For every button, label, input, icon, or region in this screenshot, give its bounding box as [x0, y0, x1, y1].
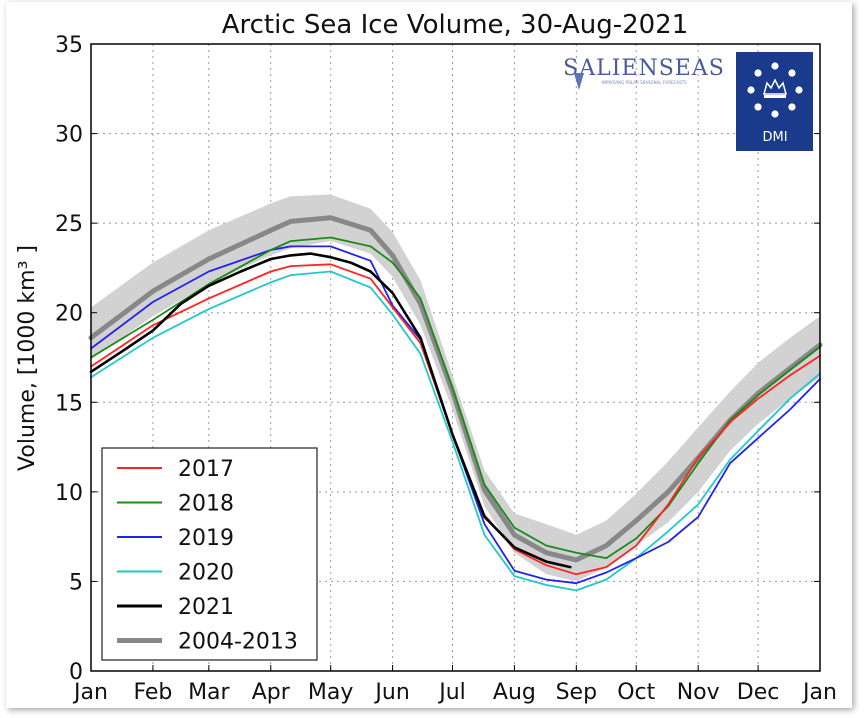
x-tick-label-12: Jan	[801, 680, 837, 705]
plot-area-border	[90, 43, 821, 672]
legend-label-2017: 2017	[178, 457, 234, 482]
salienseas-tagline: IMPROVING POLAR SEASONAL FORECASTS	[601, 80, 687, 85]
range-band-2004-2013	[91, 194, 820, 582]
legend-items: 2017 2018 2019 2020 2021 2004-2013	[117, 457, 298, 655]
y-tick-label-4: 20	[55, 302, 83, 327]
band-layer	[91, 194, 820, 582]
dmi-star-0	[771, 62, 779, 70]
grid	[91, 44, 820, 671]
x-tick-label-2: Mar	[188, 680, 230, 705]
x-tick-label-1: Feb	[133, 680, 172, 705]
crown-icon	[763, 78, 787, 95]
y-tick-label-7: 35	[55, 33, 83, 58]
x-tick-label-10: Nov	[677, 680, 720, 705]
dmi-star-4	[771, 110, 779, 118]
series-line-2018	[90, 236, 821, 559]
x-tick-label-7: Aug	[493, 680, 536, 705]
dmi-stars	[747, 62, 803, 118]
salienseas-drop-icon	[574, 73, 584, 90]
dmi-star-3	[788, 103, 796, 111]
x-tick-label-11: Dec	[737, 680, 780, 705]
x-tick-label-9: Oct	[617, 680, 655, 705]
y-axis-ticks: 0 5 10 15 20 25 30 35	[55, 33, 820, 685]
y-tick-label-6: 30	[55, 123, 83, 148]
y-tick-label-0: 0	[69, 660, 83, 685]
dmi-star-6	[747, 86, 755, 94]
series-line-2020	[90, 270, 821, 592]
chart-title: Arctic Sea Ice Volume, 30-Aug-2021	[222, 10, 689, 40]
salienseas-logo: SALIENSEAS IMPROVING POLAR SEASONAL FORE…	[563, 56, 725, 90]
legend-label-2018: 2018	[178, 492, 234, 517]
x-tick-label-4: May	[308, 680, 353, 705]
y-tick-label-5: 25	[55, 212, 83, 237]
dmi-star-7	[754, 69, 762, 77]
x-tick-label-3: Apr	[252, 680, 291, 705]
legend-label-2004-2013: 2004-2013	[178, 630, 298, 655]
series-line-2021	[89, 252, 572, 569]
x-tick-label-5: Jun	[373, 680, 409, 705]
y-tick-label-2: 10	[55, 481, 83, 506]
series-line-2019	[90, 245, 821, 585]
y-tick-label-3: 15	[55, 391, 83, 416]
y-axis-label: Volume, [1000 km³ ]	[15, 245, 40, 471]
crown-base-icon	[764, 95, 786, 98]
series-layer	[88, 215, 823, 592]
legend-label-2021: 2021	[178, 595, 234, 620]
dmi-star-5	[754, 103, 762, 111]
x-tick-label-8: Sep	[556, 680, 597, 705]
y-tick-label-1: 5	[69, 570, 83, 595]
dmi-star-2	[795, 86, 803, 94]
legend-label-2020: 2020	[178, 561, 234, 586]
dmi-logo: DMI	[736, 52, 813, 151]
dmi-star-1	[788, 69, 796, 77]
legend-label-2019: 2019	[178, 526, 234, 551]
x-tick-label-6: Jul	[437, 680, 466, 705]
salienseas-wordmark: SALIENSEAS	[563, 56, 725, 81]
x-axis-ticks: Jan Feb Mar Apr May Jun Jul Aug Sep Oct Nov Dec Jan	[72, 665, 837, 705]
x-tick-label-0: Jan	[72, 680, 108, 705]
legend-box	[101, 447, 318, 661]
dmi-label: DMI	[762, 130, 787, 145]
legend: 2017 2018 2019 2020 2021 2004-2013	[101, 447, 318, 661]
